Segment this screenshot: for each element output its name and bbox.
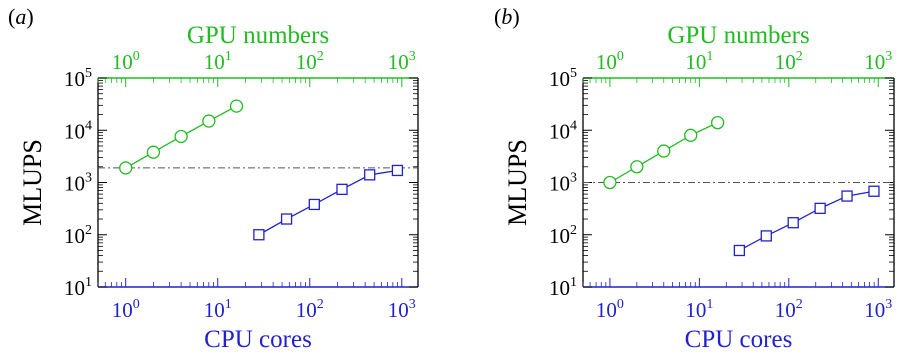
- cpu-data-point: [733, 244, 746, 257]
- chart-panel-b: 101 102 103 104 105 100 100 101 101 102 102 103 103 C…: [494, 4, 895, 353]
- cpu-series-line: [739, 190, 875, 252]
- x-tick-label: 102: [296, 297, 324, 322]
- gpu-data-point: [657, 144, 671, 158]
- x2-tick-label: 103: [864, 49, 892, 74]
- y-tick-label: 102: [549, 223, 577, 248]
- y-axis-label: MLUPS: [18, 139, 47, 226]
- gpu-data-point: [174, 129, 188, 144]
- cpu-data-point: [760, 230, 772, 242]
- x-tick-label: 101: [204, 297, 232, 322]
- x2-tick-label: 102: [775, 49, 803, 74]
- cpu-data-point: [814, 202, 826, 215]
- x2-axis-label: GPU numbers: [187, 22, 329, 49]
- x-tick-label: 103: [864, 297, 892, 322]
- y-tick-label: 105: [549, 66, 577, 91]
- cpu-data-point: [253, 229, 265, 241]
- gpu-data-point: [119, 161, 133, 175]
- x2-tick-label: 102: [296, 49, 324, 74]
- gpu-data-point: [146, 145, 161, 159]
- y-tick-label: 103: [549, 171, 577, 196]
- x2-tick-label: 103: [388, 49, 416, 74]
- cpu-data-point: [787, 217, 799, 229]
- cpu-data-point: [841, 190, 853, 202]
- x-tick-label: 100: [596, 297, 624, 322]
- y-tick-label: 101: [549, 275, 577, 300]
- cpu-data-point: [336, 183, 348, 195]
- y-tick-label: 101: [64, 275, 92, 300]
- x2-tick-label: 100: [112, 49, 140, 74]
- cpu-series-line: [258, 169, 398, 236]
- y-tick-label: 104: [549, 118, 577, 143]
- panel-label: (b): [494, 4, 520, 29]
- x-axis-label: CPU cores: [685, 326, 793, 353]
- gpu-data-point: [603, 175, 617, 190]
- gpu-data-point: [202, 114, 216, 128]
- gpu-data-point: [710, 115, 725, 130]
- panel-label: (a): [8, 4, 34, 29]
- gpu-data-point: [684, 128, 698, 142]
- chart-panel-a: 101 102 103 104 105 100 100 101 101 102 102 103 103 C…: [8, 4, 419, 353]
- gpu-data-point: [630, 160, 644, 174]
- y-tick-label: 103: [64, 171, 92, 196]
- x2-tick-label: 100: [596, 49, 624, 74]
- x-axis-label: CPU cores: [204, 326, 312, 353]
- cpu-data-point: [308, 198, 320, 211]
- x2-axis-label: GPU numbers: [667, 22, 809, 49]
- cpu-data-point: [391, 164, 404, 177]
- x-tick-label: 100: [112, 297, 140, 322]
- cpu-data-point: [364, 169, 376, 181]
- y-tick-label: 104: [64, 118, 92, 143]
- x-tick-label: 102: [775, 297, 803, 322]
- cpu-data-point: [280, 213, 293, 225]
- x2-tick-label: 101: [204, 49, 232, 74]
- y-axis-label: MLUPS: [503, 139, 532, 226]
- x-tick-label: 103: [388, 297, 416, 322]
- cpu-data-point: [868, 185, 880, 197]
- x2-tick-label: 101: [685, 49, 713, 74]
- y-tick-label: 105: [64, 66, 92, 91]
- y-tick-label: 102: [64, 223, 92, 248]
- gpu-data-point: [229, 99, 244, 113]
- x-tick-label: 101: [685, 297, 713, 322]
